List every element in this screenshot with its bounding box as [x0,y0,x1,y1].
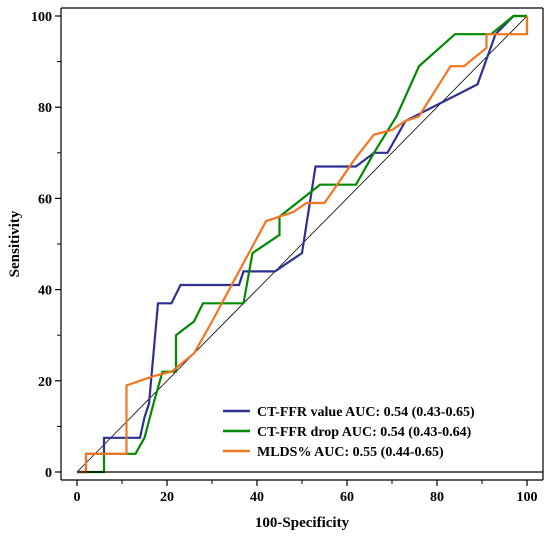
x-tick-label: 20 [160,490,174,505]
y-tick-label: 80 [38,101,52,116]
y-tick-label: 20 [38,375,52,390]
series-line-2 [77,14,527,474]
y-tick-label: 100 [31,10,52,25]
y-axis-title: Sensitivity [7,210,23,277]
x-tick-label: 40 [250,490,264,505]
y-tick-label: 40 [38,284,52,299]
y-tick-label: 60 [38,192,52,207]
x-tick-label: 0 [74,490,81,505]
y-tick-label: 0 [45,466,52,481]
x-axis-title: 100-Specificity [255,515,350,531]
series-line-3 [77,16,529,474]
axes: 0 20 40 60 80 100 0 20 40 60 80 100 [31,7,544,505]
x-tick-label: 80 [430,490,444,505]
legend-label-1: CT-FFR value AUC: 0.54 (0.43-0.65) [257,405,475,420]
series-line-1 [77,14,527,474]
legend-label-3: MLDS% AUC: 0.55 (0.44-0.65) [257,445,444,460]
legend-label-2: CT-FFR drop AUC: 0.54 (0.43-0.64) [257,425,472,440]
reference-diagonal [76,15,528,473]
legend: CT-FFR value AUC: 0.54 (0.43-0.65) CT-FFR… [223,405,475,460]
x-tick-label: 100 [517,490,538,505]
plot-area [76,14,529,474]
x-tick-label: 60 [340,490,354,505]
